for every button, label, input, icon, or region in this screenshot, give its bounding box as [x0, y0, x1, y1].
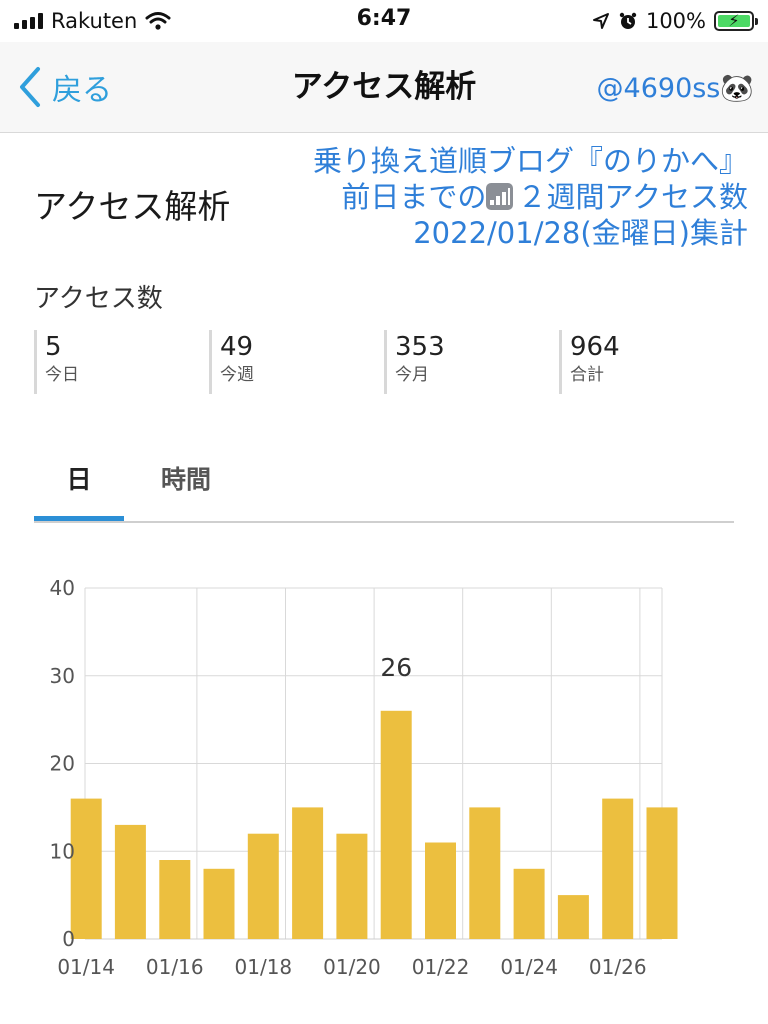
access-stats: 5 今日 49 今週 353 今月 964 合計 — [34, 330, 734, 394]
status-time: 6:47 — [356, 6, 412, 31]
page-title: アクセス解析 — [34, 187, 231, 226]
x-tick-label: 01/16 — [146, 955, 204, 979]
bar-01-17[interactable] — [203, 868, 235, 939]
stat-total: 964 合計 — [559, 330, 729, 394]
bar-01-22[interactable] — [425, 842, 456, 940]
bar-01-25[interactable] — [557, 895, 589, 939]
navigation-bar: 戻る アクセス解析 @4690ss🐼 — [0, 42, 768, 133]
x-tick-label: 01/22 — [412, 955, 470, 979]
status-right: 100% ⚡ — [592, 6, 758, 36]
cellular-signal-icon — [14, 13, 43, 29]
bar-01-15[interactable] — [114, 824, 146, 939]
x-tick-label: 01/26 — [589, 955, 647, 979]
stat-week-value: 49 — [220, 332, 254, 362]
overlay-caption: 乗り換え道順ブログ『のりかへ』 前日までの ２週間アクセス数 2022/01/28… — [313, 143, 748, 251]
battery-icon: ⚡ — [714, 11, 758, 31]
stat-month-value: 353 — [395, 332, 445, 362]
period-tabs: 日 時間 — [34, 455, 734, 523]
bar-01-26[interactable] — [602, 798, 634, 939]
account-link[interactable]: @4690ss🐼 — [596, 73, 754, 104]
x-tick-label: 01/18 — [235, 955, 293, 979]
overlay-line-2-suffix: ２週間アクセス数 — [517, 180, 748, 214]
status-left: Rakuten — [14, 6, 171, 36]
stat-week: 49 今週 — [209, 330, 379, 394]
back-button-label: 戻る — [52, 73, 112, 108]
y-tick-label: 10 — [50, 839, 75, 863]
x-tick-label: 01/14 — [57, 955, 115, 979]
x-tick-label: 01/24 — [500, 955, 558, 979]
bar-01-23[interactable] — [469, 807, 501, 939]
bar-01-27[interactable] — [646, 807, 678, 939]
y-tick-label: 0 — [62, 927, 75, 951]
bar-01-21[interactable] — [380, 710, 412, 939]
stat-today: 5 今日 — [34, 330, 204, 394]
bar-01-19[interactable] — [292, 807, 324, 939]
stat-today-label: 今日 — [45, 365, 79, 385]
battery-percentage: 100% — [645, 9, 706, 33]
bar-01-14[interactable] — [70, 798, 102, 939]
stat-week-label: 今週 — [220, 365, 254, 385]
stat-month-label: 今月 — [395, 365, 429, 385]
bar-chart-icon — [486, 183, 514, 210]
bar-value-label: 26 — [380, 653, 412, 682]
stat-total-label: 合計 — [570, 365, 604, 385]
daily-access-bar-chart: 0 10 20 30 40 01/14 01/16 01/18 01/20 01/22 01/24 0… — [50, 576, 678, 979]
status-bar: Rakuten 6:47 100% ⚡ — [0, 0, 768, 42]
stat-month: 353 今月 — [384, 330, 554, 394]
battery-level-fill — [718, 15, 750, 27]
y-tick-label: 30 — [50, 664, 75, 688]
y-tick-label: 20 — [50, 752, 75, 776]
chevron-left-icon — [20, 67, 40, 107]
chart-labels: 0 10 20 30 40 01/14 01/16 01/18 01/20 01/22 01/24 0… — [50, 576, 647, 979]
bar-01-20[interactable] — [336, 833, 368, 939]
overlay-line-1: 乗り換え道順ブログ『のりかへ』 — [312, 144, 748, 178]
bar-01-24[interactable] — [513, 868, 545, 939]
tab-day[interactable]: 日 — [34, 455, 124, 521]
y-tick-label: 40 — [50, 576, 75, 600]
overlay-line-2: 前日までの ２週間アクセス数 — [313, 179, 748, 215]
tab-hour[interactable]: 時間 — [160, 465, 211, 494]
carrier-name: Rakuten — [51, 9, 138, 33]
charging-bolt-icon: ⚡ — [728, 11, 740, 30]
alarm-icon — [619, 12, 637, 29]
overlay-line-2-prefix: 前日までの — [341, 180, 487, 214]
stat-today-value: 5 — [45, 332, 62, 362]
back-button[interactable]: 戻る — [18, 64, 112, 110]
access-count-label: アクセス数 — [34, 284, 163, 314]
bar-01-16[interactable] — [159, 860, 191, 939]
overlay-line-3: 2022/01/28(金曜日)集計 — [413, 216, 748, 250]
bar-01-18[interactable] — [247, 833, 279, 939]
x-tick-label: 01/20 — [323, 955, 381, 979]
location-arrow-icon — [592, 13, 609, 29]
wifi-icon — [145, 12, 171, 30]
stat-total-value: 964 — [570, 332, 620, 362]
chart-bars — [70, 710, 678, 940]
